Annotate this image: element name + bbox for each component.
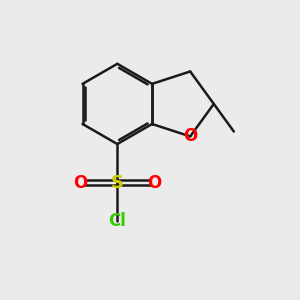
Text: Cl: Cl [108, 212, 126, 230]
Text: O: O [73, 174, 87, 192]
Text: O: O [183, 128, 197, 146]
Text: O: O [147, 174, 162, 192]
Text: S: S [111, 174, 124, 192]
